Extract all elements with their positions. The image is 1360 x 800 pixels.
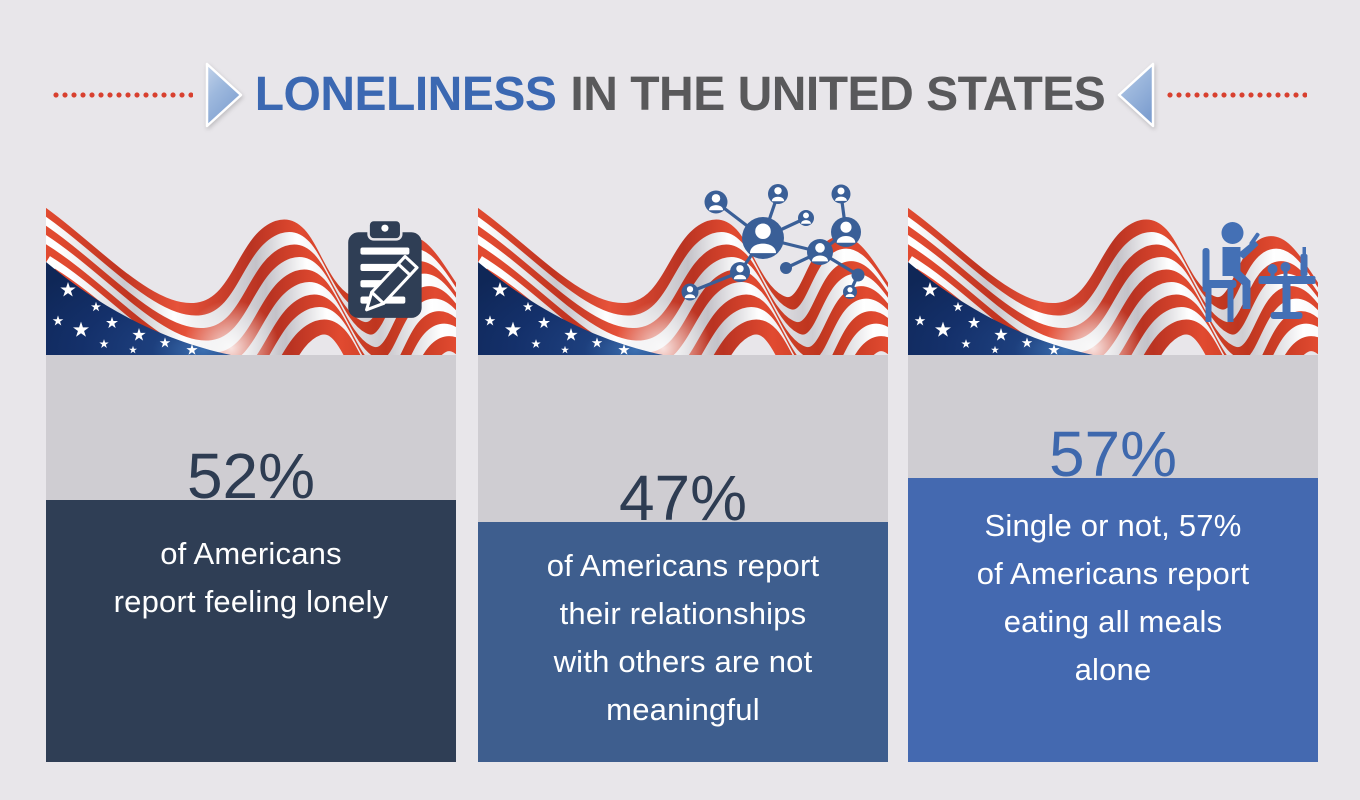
stat-panel: Single or not, 57% of Americans report e… [908, 478, 1318, 762]
dotted-line-right [1167, 92, 1308, 98]
title-highlight: LONELINESS [254, 68, 557, 121]
stat-card-feeling-lonely: 52% of Americans report feeling lonely [46, 190, 456, 762]
header: LONELINESS IN THE UNITED STATES [0, 62, 1360, 128]
stat-value: 47% [618, 462, 748, 534]
triangle-right-icon [205, 62, 242, 128]
dotted-line-left [52, 92, 193, 98]
stat-card-relationships: 47% of Americans report their relationsh… [478, 184, 888, 762]
stat-description: of Americans report their relationships … [546, 548, 820, 728]
stat-description: of Americans report feeling lonely [113, 536, 389, 620]
stat-card-eating-alone: 57% Single or not, 57% of Americans repo… [908, 190, 1318, 762]
person-eating-alone-icon [1200, 220, 1316, 328]
stat-value: 52% [186, 440, 316, 512]
clipboard-pencil-icon [342, 218, 436, 322]
stat-panel: of Americans report their relationships … [478, 522, 888, 762]
page-title: LONELINESS IN THE UNITED STATES [255, 71, 1106, 119]
triangle-left-icon [1118, 62, 1155, 128]
stat-description: Single or not, 57% of Americans report e… [976, 508, 1250, 688]
people-network-icon [678, 180, 868, 310]
stat-panel: of Americans report feeling lonely [46, 500, 456, 762]
stat-value: 57% [1048, 418, 1178, 490]
title-rest: IN THE UNITED STATES [570, 68, 1106, 121]
